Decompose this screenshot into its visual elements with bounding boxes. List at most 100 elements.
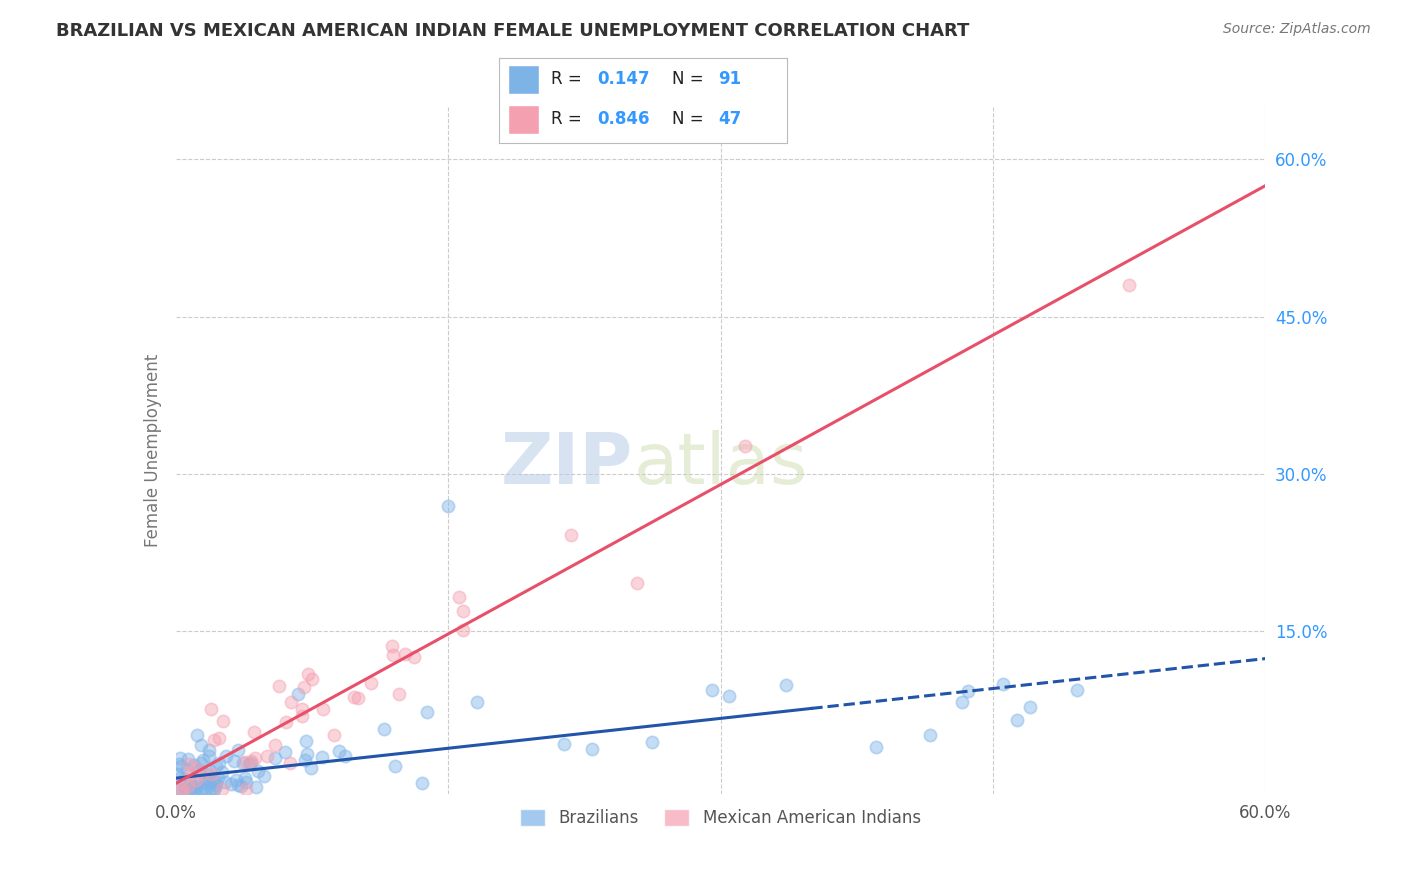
Text: BRAZILIAN VS MEXICAN AMERICAN INDIAN FEMALE UNEMPLOYMENT CORRELATION CHART: BRAZILIAN VS MEXICAN AMERICAN INDIAN FEM… <box>56 22 970 40</box>
Point <box>173 772 195 786</box>
Point <box>287 687 309 701</box>
Point <box>172 781 194 796</box>
Point <box>207 771 229 785</box>
Point <box>553 737 575 751</box>
Point <box>200 702 222 716</box>
Point <box>718 689 741 703</box>
Point <box>734 439 756 453</box>
Text: N =: N = <box>672 110 709 128</box>
Text: R =: R = <box>551 70 588 88</box>
Point <box>228 743 250 757</box>
Point <box>297 667 319 681</box>
Point <box>226 778 249 792</box>
Point <box>186 774 208 789</box>
Point <box>212 714 235 729</box>
Point <box>328 744 350 758</box>
Point <box>201 775 224 789</box>
Point <box>1118 278 1140 293</box>
Point <box>388 687 411 701</box>
Point <box>202 781 225 796</box>
Text: R =: R = <box>551 110 588 128</box>
FancyBboxPatch shape <box>508 105 540 134</box>
Point <box>177 756 200 771</box>
Point <box>190 756 212 770</box>
Point <box>205 759 228 773</box>
Point <box>918 728 941 742</box>
Point <box>183 780 205 794</box>
Point <box>581 742 603 756</box>
Point <box>179 775 201 789</box>
FancyBboxPatch shape <box>508 65 540 94</box>
Point <box>991 677 1014 691</box>
Point <box>335 749 357 764</box>
Point <box>190 781 212 796</box>
Point <box>323 727 346 741</box>
Point <box>245 780 267 794</box>
Point <box>197 743 219 757</box>
Point <box>700 682 723 697</box>
Point <box>384 758 406 772</box>
Point <box>247 764 270 778</box>
Text: 0.846: 0.846 <box>598 110 650 128</box>
Point <box>193 753 215 767</box>
Point <box>560 527 582 541</box>
Point <box>232 756 254 771</box>
Point <box>295 734 318 748</box>
Point <box>191 781 214 796</box>
Point <box>177 781 200 796</box>
Point <box>278 756 301 770</box>
Point <box>202 781 225 796</box>
Point <box>411 776 433 790</box>
Point <box>451 623 474 637</box>
Point <box>201 766 224 780</box>
Point <box>294 681 316 695</box>
Point <box>865 739 887 754</box>
Point <box>465 695 488 709</box>
Point <box>211 781 233 796</box>
Point <box>343 690 366 704</box>
Point <box>200 781 222 796</box>
Point <box>1066 682 1088 697</box>
Point <box>641 735 664 749</box>
Point <box>233 771 256 785</box>
Point <box>169 751 191 765</box>
Point <box>1005 713 1028 727</box>
Point <box>190 738 212 752</box>
Point <box>437 499 460 513</box>
Point <box>235 781 257 796</box>
Point <box>184 779 207 793</box>
Point <box>451 604 474 618</box>
Point <box>186 781 208 796</box>
Point <box>264 739 287 753</box>
Point <box>274 744 297 758</box>
Point <box>394 648 416 662</box>
Point <box>224 754 246 768</box>
Point <box>205 778 228 792</box>
Point <box>238 757 260 772</box>
Text: ZIP: ZIP <box>501 430 633 499</box>
Point <box>170 758 193 772</box>
Point <box>194 781 217 796</box>
Point <box>198 772 221 787</box>
Point <box>186 728 208 742</box>
Point <box>380 640 402 654</box>
Point <box>240 756 263 770</box>
Point <box>169 781 191 796</box>
Point <box>194 767 217 781</box>
Point <box>202 733 225 747</box>
Point <box>194 772 217 786</box>
Point <box>269 680 291 694</box>
Point <box>233 755 256 769</box>
Point <box>280 694 302 708</box>
Point <box>188 763 211 777</box>
Point <box>301 761 323 775</box>
Point <box>179 767 201 781</box>
Point <box>775 678 797 692</box>
Point <box>449 591 471 605</box>
Point <box>195 776 218 790</box>
Point <box>346 690 368 705</box>
Point <box>177 752 200 766</box>
Point <box>311 749 333 764</box>
Point <box>416 705 439 719</box>
Point <box>169 772 191 786</box>
